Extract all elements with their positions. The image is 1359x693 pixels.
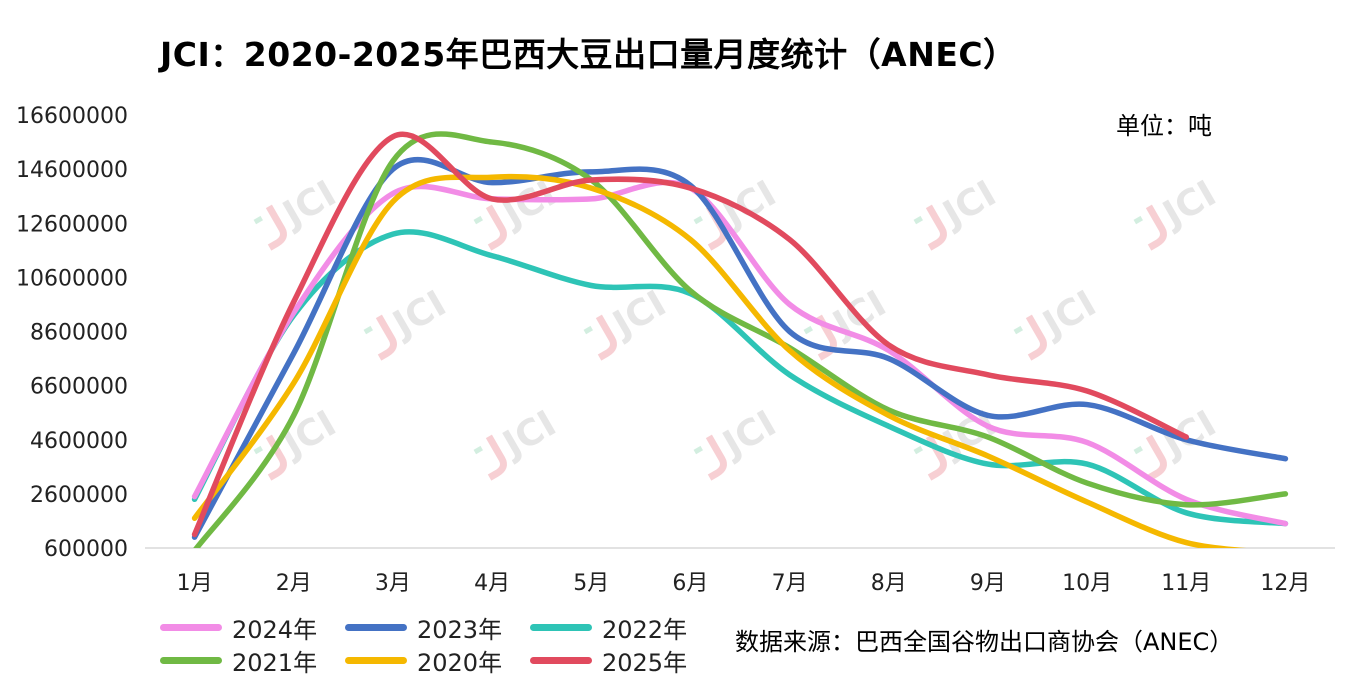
y-tick-label: 14600000	[16, 158, 128, 183]
y-tick-label: 12600000	[16, 212, 128, 237]
legend-swatch	[345, 623, 407, 631]
x-tick-label: 1月	[177, 571, 213, 596]
watermark-logo: JCI	[693, 403, 783, 481]
legend-swatch	[160, 656, 222, 664]
series-line-2020年	[191, 173, 1247, 548]
series-line-2025年	[191, 131, 1189, 538]
y-tick-label: 2600000	[30, 483, 128, 508]
x-axis-ticks: 1月 2月 3月 4月 5月 6月 7月 8月 9月 10月 11月 12月	[177, 571, 1311, 596]
x-tick-label: 3月	[375, 571, 411, 596]
chart-title: JCI：2020-2025年巴西大豆出口量月度统计（ANEC）	[160, 35, 1017, 74]
unit-label: 单位：吨	[1116, 112, 1212, 140]
legend-swatch	[345, 656, 407, 664]
legend-item: 2022年	[530, 612, 688, 644]
watermark-logo: JCI	[253, 173, 343, 251]
x-tick-label: 10月	[1062, 571, 1112, 596]
legend-swatch	[530, 656, 592, 664]
legend-label: 2021年	[232, 648, 318, 677]
legend-label: 2023年	[417, 615, 503, 644]
legend-item: 2021年	[160, 645, 318, 677]
y-tick-label: 4600000	[30, 429, 128, 454]
y-tick-label: 6600000	[30, 375, 128, 400]
watermark-logo: JCI	[363, 283, 453, 361]
legend-label: 2025年	[602, 648, 688, 677]
legend-swatch	[160, 623, 222, 631]
y-tick-label: 600000	[44, 537, 128, 562]
legend-item: 2024年	[160, 612, 318, 644]
y-axis-ticks: 16600000 14600000 12600000 10600000 8600000 6…	[16, 104, 128, 562]
x-tick-label: 7月	[772, 571, 808, 596]
x-tick-label: 9月	[970, 571, 1006, 596]
legend-item: 2025年	[530, 645, 688, 677]
legend-swatch	[530, 623, 592, 631]
x-tick-label: 12月	[1260, 571, 1310, 596]
x-tick-label: 6月	[672, 571, 708, 596]
legend-label: 2022年	[602, 615, 688, 644]
y-tick-label: 10600000	[16, 266, 128, 291]
y-tick-label: 8600000	[30, 321, 128, 346]
x-tick-label: 8月	[871, 571, 907, 596]
legend-item: 2023年	[345, 612, 503, 644]
series-lines	[191, 131, 1289, 548]
x-tick-label: 2月	[276, 571, 312, 596]
series-line-2023年	[191, 156, 1289, 540]
watermark-logo: JCI	[473, 173, 563, 251]
watermark-logo: JCI	[913, 173, 1003, 251]
y-tick-label: 16600000	[16, 104, 128, 129]
source-label: 数据来源：巴西全国谷物出口商协会（ANEC）	[735, 628, 1234, 656]
legend-label: 2020年	[417, 648, 503, 677]
watermark-logo: JCI	[473, 403, 563, 481]
watermark-logo: JCI	[1133, 173, 1223, 251]
legend-label: 2024年	[232, 615, 318, 644]
x-tick-label: 11月	[1161, 571, 1211, 596]
watermark-logo: JCI	[1013, 283, 1103, 361]
series-line-2022年	[191, 229, 1289, 527]
x-tick-label: 4月	[474, 571, 510, 596]
watermark-logo: JCI	[583, 283, 673, 361]
x-tick-label: 5月	[573, 571, 609, 596]
series-line-2021年	[193, 131, 1289, 548]
legend-item: 2020年	[345, 645, 503, 677]
